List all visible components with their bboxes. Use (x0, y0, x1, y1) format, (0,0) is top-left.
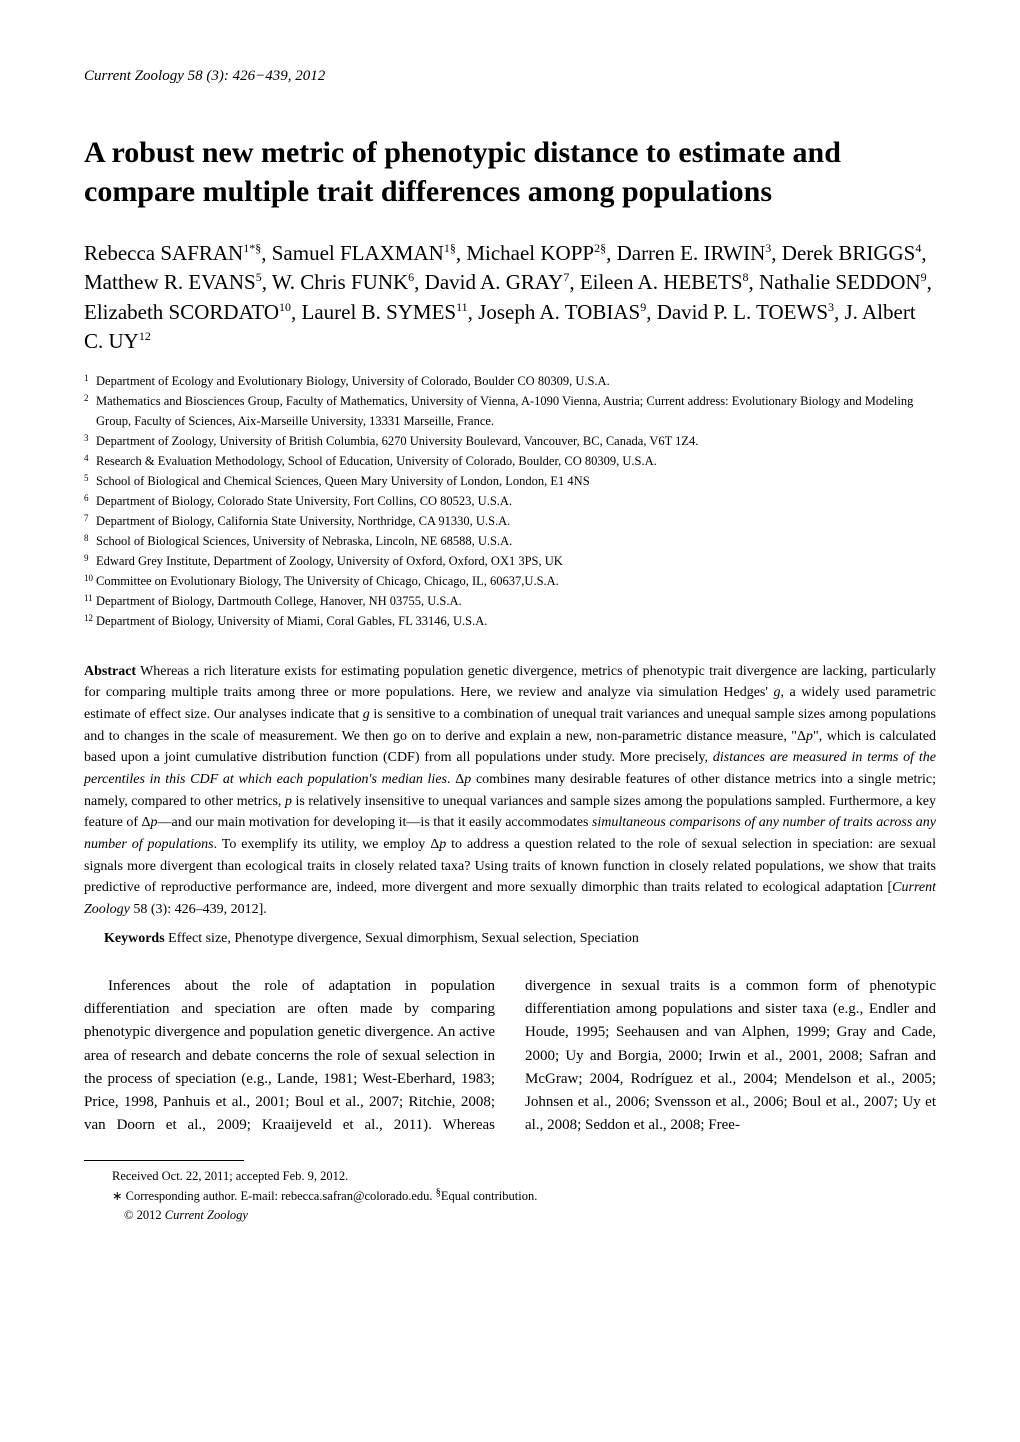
affiliation-item: 2Mathematics and Biosciences Group, Facu… (84, 391, 936, 431)
affiliation-item: 12Department of Biology, University of M… (84, 611, 936, 631)
keywords: Keywords Effect size, Phenotype divergen… (84, 931, 936, 947)
author-list: Rebecca SAFRAN1*§, Samuel FLAXMAN1§, Mic… (84, 239, 936, 357)
affiliation-item: 3Department of Zoology, University of Br… (84, 431, 936, 451)
affiliation-text: Department of Biology, California State … (96, 511, 510, 531)
abstract-label: Abstract (84, 664, 136, 679)
affiliation-item: 6Department of Biology, Colorado State U… (84, 491, 936, 511)
affiliation-item: 4Research & Evaluation Methodology, Scho… (84, 451, 936, 471)
affiliations-list: 1Department of Ecology and Evolutionary … (84, 371, 936, 631)
affiliation-number: 11 (84, 591, 93, 611)
affiliation-text: School of Biological Sciences, Universit… (96, 531, 512, 551)
affiliation-item: 1Department of Ecology and Evolutionary … (84, 371, 936, 391)
affiliation-text: Department of Zoology, University of Bri… (96, 431, 698, 451)
abstract-text: Whereas a rich literature exists for est… (84, 664, 936, 918)
keywords-label: Keywords (104, 931, 165, 946)
affiliation-item: 5School of Biological and Chemical Scien… (84, 471, 936, 491)
affiliation-text: Edward Grey Institute, Department of Zoo… (96, 551, 563, 571)
affiliation-number: 10 (84, 571, 93, 591)
affiliation-text: Department of Biology, University of Mia… (96, 611, 487, 631)
journal-name: Current Zoology (84, 68, 184, 84)
affiliation-number: 8 (84, 531, 93, 551)
affiliation-text: Mathematics and Biosciences Group, Facul… (96, 391, 936, 431)
journal-citation: 58 (3): 426−439, 2012 (184, 68, 325, 84)
affiliation-number: 1 (84, 371, 93, 391)
affiliation-text: Department of Biology, Dartmouth College… (96, 591, 462, 611)
affiliation-number: 9 (84, 551, 93, 571)
footnote-copyright: © 2012 Current Zoology (84, 1206, 936, 1225)
footnote-corresponding: ∗ Corresponding author. E-mail: rebecca.… (84, 1185, 936, 1206)
footnote-separator (84, 1160, 244, 1161)
keywords-text: Effect size, Phenotype divergence, Sexua… (165, 931, 639, 946)
body-text: Inferences about the role of adaptation … (84, 975, 936, 1138)
affiliation-item: 9Edward Grey Institute, Department of Zo… (84, 551, 936, 571)
affiliation-item: 10Committee on Evolutionary Biology, The… (84, 571, 936, 591)
affiliation-item: 11Department of Biology, Dartmouth Colle… (84, 591, 936, 611)
affiliation-text: Department of Biology, Colorado State Un… (96, 491, 512, 511)
footnote-received: Received Oct. 22, 2011; accepted Feb. 9,… (84, 1167, 936, 1186)
article-title: A robust new metric of phenotypic distan… (84, 133, 936, 211)
affiliation-number: 2 (84, 391, 93, 431)
footnotes: Received Oct. 22, 2011; accepted Feb. 9,… (84, 1167, 936, 1225)
affiliation-number: 6 (84, 491, 93, 511)
affiliation-text: Department of Ecology and Evolutionary B… (96, 371, 610, 391)
affiliation-number: 4 (84, 451, 93, 471)
affiliation-number: 12 (84, 611, 93, 631)
affiliation-text: Committee on Evolutionary Biology, The U… (96, 571, 559, 591)
affiliation-text: Research & Evaluation Methodology, Schoo… (96, 451, 657, 471)
body-col1: Inferences about the role of adaptation … (84, 978, 495, 1134)
journal-header: Current Zoology 58 (3): 426−439, 2012 (84, 68, 936, 85)
affiliation-number: 3 (84, 431, 93, 451)
affiliation-item: 7Department of Biology, California State… (84, 511, 936, 531)
affiliation-text: School of Biological and Chemical Scienc… (96, 471, 590, 491)
abstract: Abstract Whereas a rich literature exist… (84, 661, 936, 921)
affiliation-item: 8School of Biological Sciences, Universi… (84, 531, 936, 551)
affiliation-number: 7 (84, 511, 93, 531)
affiliation-number: 5 (84, 471, 93, 491)
